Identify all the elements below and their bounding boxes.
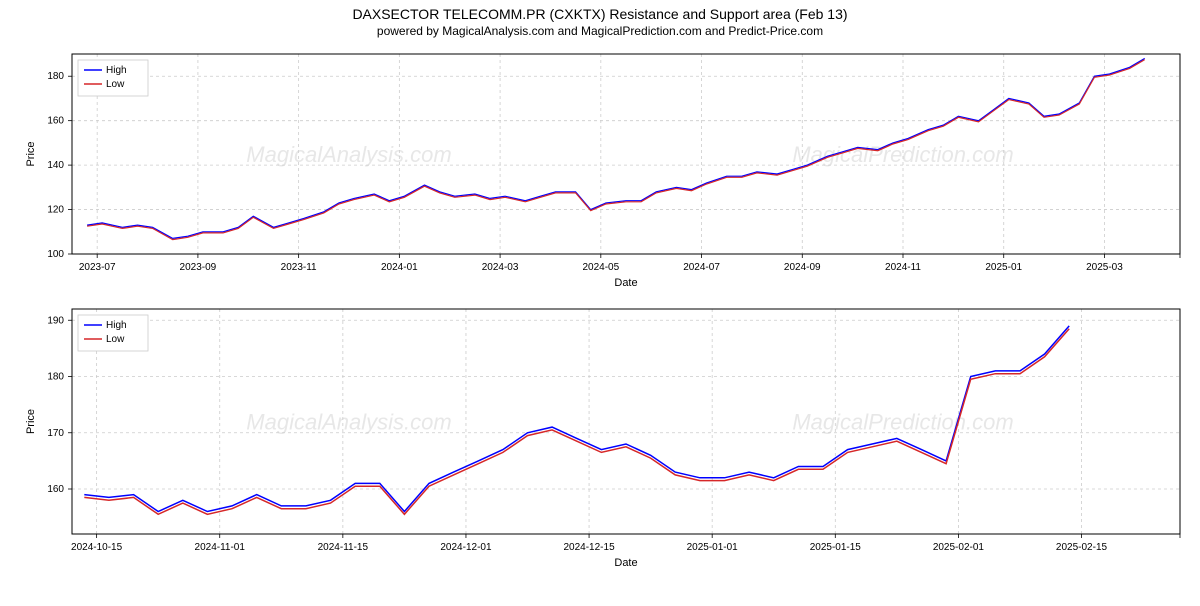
xtick-label: 2025-02-15 bbox=[1056, 542, 1108, 553]
xtick-label: 2024-10-15 bbox=[71, 542, 123, 553]
xtick-label: 2024-01 bbox=[381, 262, 418, 273]
xtick-label: 2025-03 bbox=[1086, 262, 1123, 273]
xtick-label: 2024-12-15 bbox=[563, 542, 615, 553]
xtick-label: 2024-05 bbox=[582, 262, 619, 273]
ytick-label: 160 bbox=[47, 484, 64, 495]
xtick-label: 2023-07 bbox=[79, 262, 116, 273]
chart1-container: 100 120 140 160 180 2023-07 2023-09 2023-11 2024… bbox=[0, 44, 1200, 299]
chart-subtitle: powered by MagicalAnalysis.com and Magic… bbox=[0, 24, 1200, 38]
xlabel: Date bbox=[614, 277, 637, 289]
plot-area bbox=[72, 309, 1180, 534]
ylabel: Price bbox=[25, 409, 37, 434]
xtick-label: 2023-09 bbox=[180, 262, 217, 273]
legend-label: Low bbox=[106, 334, 125, 345]
xtick-label: 2025-01-15 bbox=[810, 542, 862, 553]
chart-title: DAXSECTOR TELECOMM.PR (CXKTX) Resistance… bbox=[0, 6, 1200, 22]
watermark: MagicalPrediction.com bbox=[792, 410, 1013, 435]
ytick-label: 140 bbox=[47, 160, 64, 171]
xtick-label: 2025-01-01 bbox=[687, 542, 739, 553]
xtick-label: 2024-12-01 bbox=[440, 542, 492, 553]
chart2-container: 160 170 180 190 2024-10-15 2024-11-01 2024-11-… bbox=[0, 299, 1200, 584]
legend-label: High bbox=[106, 320, 127, 331]
ytick-label: 160 bbox=[47, 116, 64, 127]
watermark: MagicalAnalysis.com bbox=[246, 410, 451, 435]
xtick-label: 2024-11-15 bbox=[318, 542, 369, 553]
xtick-label: 2025-02-01 bbox=[933, 542, 985, 553]
watermark: MagicalPrediction.com bbox=[792, 142, 1013, 167]
xtick-label: 2024-03 bbox=[482, 262, 519, 273]
xtick-label: 2025-01 bbox=[985, 262, 1022, 273]
ytick-label: 120 bbox=[47, 205, 64, 216]
xtick-label: 2024-11-01 bbox=[195, 542, 246, 553]
ylabel: Price bbox=[25, 141, 37, 166]
xlabel: Date bbox=[614, 557, 637, 569]
ytick-label: 100 bbox=[47, 249, 64, 260]
ytick-label: 190 bbox=[47, 315, 64, 326]
ytick-label: 180 bbox=[47, 71, 64, 82]
xtick-label: 2023-11 bbox=[281, 262, 317, 273]
legend-label: High bbox=[106, 65, 127, 76]
ytick-label: 180 bbox=[47, 372, 64, 383]
legend-label: Low bbox=[106, 79, 125, 90]
chart2-svg: 160 170 180 190 2024-10-15 2024-11-01 2024-11-… bbox=[0, 299, 1200, 579]
ytick-label: 170 bbox=[47, 428, 64, 439]
chart1-svg: 100 120 140 160 180 2023-07 2023-09 2023-11 2024… bbox=[0, 44, 1200, 294]
xtick-label: 2024-11 bbox=[885, 262, 921, 273]
xtick-label: 2024-09 bbox=[784, 262, 821, 273]
plot-area bbox=[72, 54, 1180, 254]
watermark: MagicalAnalysis.com bbox=[246, 142, 451, 167]
xtick-label: 2024-07 bbox=[683, 262, 720, 273]
